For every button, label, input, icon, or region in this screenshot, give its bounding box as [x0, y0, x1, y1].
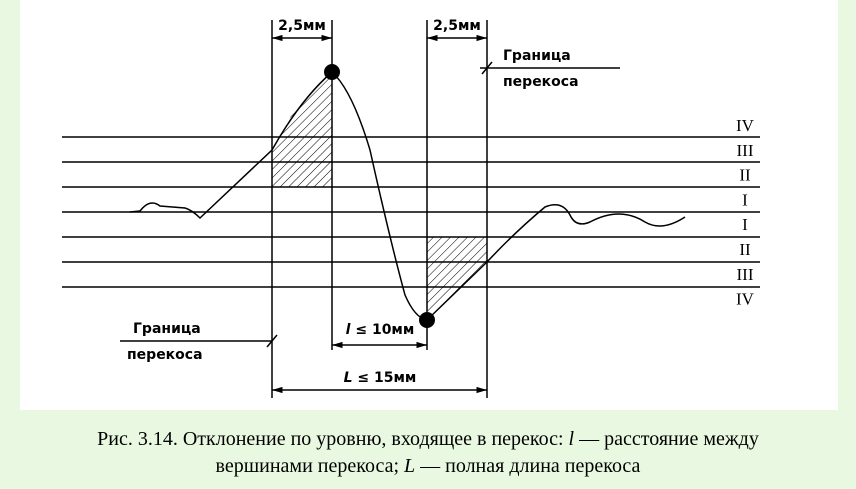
dim-label: 2,5мм [278, 18, 326, 34]
leader [481, 61, 493, 75]
level-label: I [742, 215, 748, 234]
levels [62, 136, 760, 288]
dim-label-val: ≤ 15мм [357, 370, 416, 386]
hatch-left [272, 72, 332, 187]
peak-dot [419, 312, 435, 328]
boundary-label: перекоса [503, 74, 579, 90]
boundary-label: перекоса [127, 347, 203, 363]
caption-part: L [403, 455, 415, 477]
dim-label-var: l [346, 322, 351, 338]
caption: Рис. 3.14. Отклонение по уровню, входяще… [97, 428, 759, 450]
caption-part: Рис. 3.14. Отклонение по уровню, входяще… [97, 428, 568, 450]
caption-part: вершинами перекоса; [216, 455, 404, 477]
caption-part: — расстояние между [574, 428, 759, 450]
leader [266, 334, 278, 348]
caption: вершинами перекоса; L — полная длина пер… [216, 455, 641, 477]
dim-label-var: L [344, 370, 353, 386]
level-label: IV [736, 116, 755, 135]
dim-label: l ≤ 10мм [346, 322, 415, 338]
level-label: III [737, 141, 754, 160]
caption-part: — полная длина перекоса [415, 455, 640, 477]
level-label: IV [736, 290, 755, 309]
boundary-label: Граница [133, 321, 201, 337]
peak-dot [324, 64, 340, 80]
boundary-label: Граница [503, 48, 571, 64]
hatch-right [427, 237, 487, 320]
level-label: I [742, 190, 748, 209]
level-label: II [739, 240, 751, 259]
caption-part: l [569, 428, 575, 450]
level-label: II [739, 166, 751, 185]
dim-label: L ≤ 15мм [344, 370, 417, 386]
dim-label-val: ≤ 10мм [355, 322, 414, 338]
level-label: III [737, 265, 754, 284]
dim-label: 2,5мм [433, 18, 481, 34]
track-curve [129, 70, 686, 321]
